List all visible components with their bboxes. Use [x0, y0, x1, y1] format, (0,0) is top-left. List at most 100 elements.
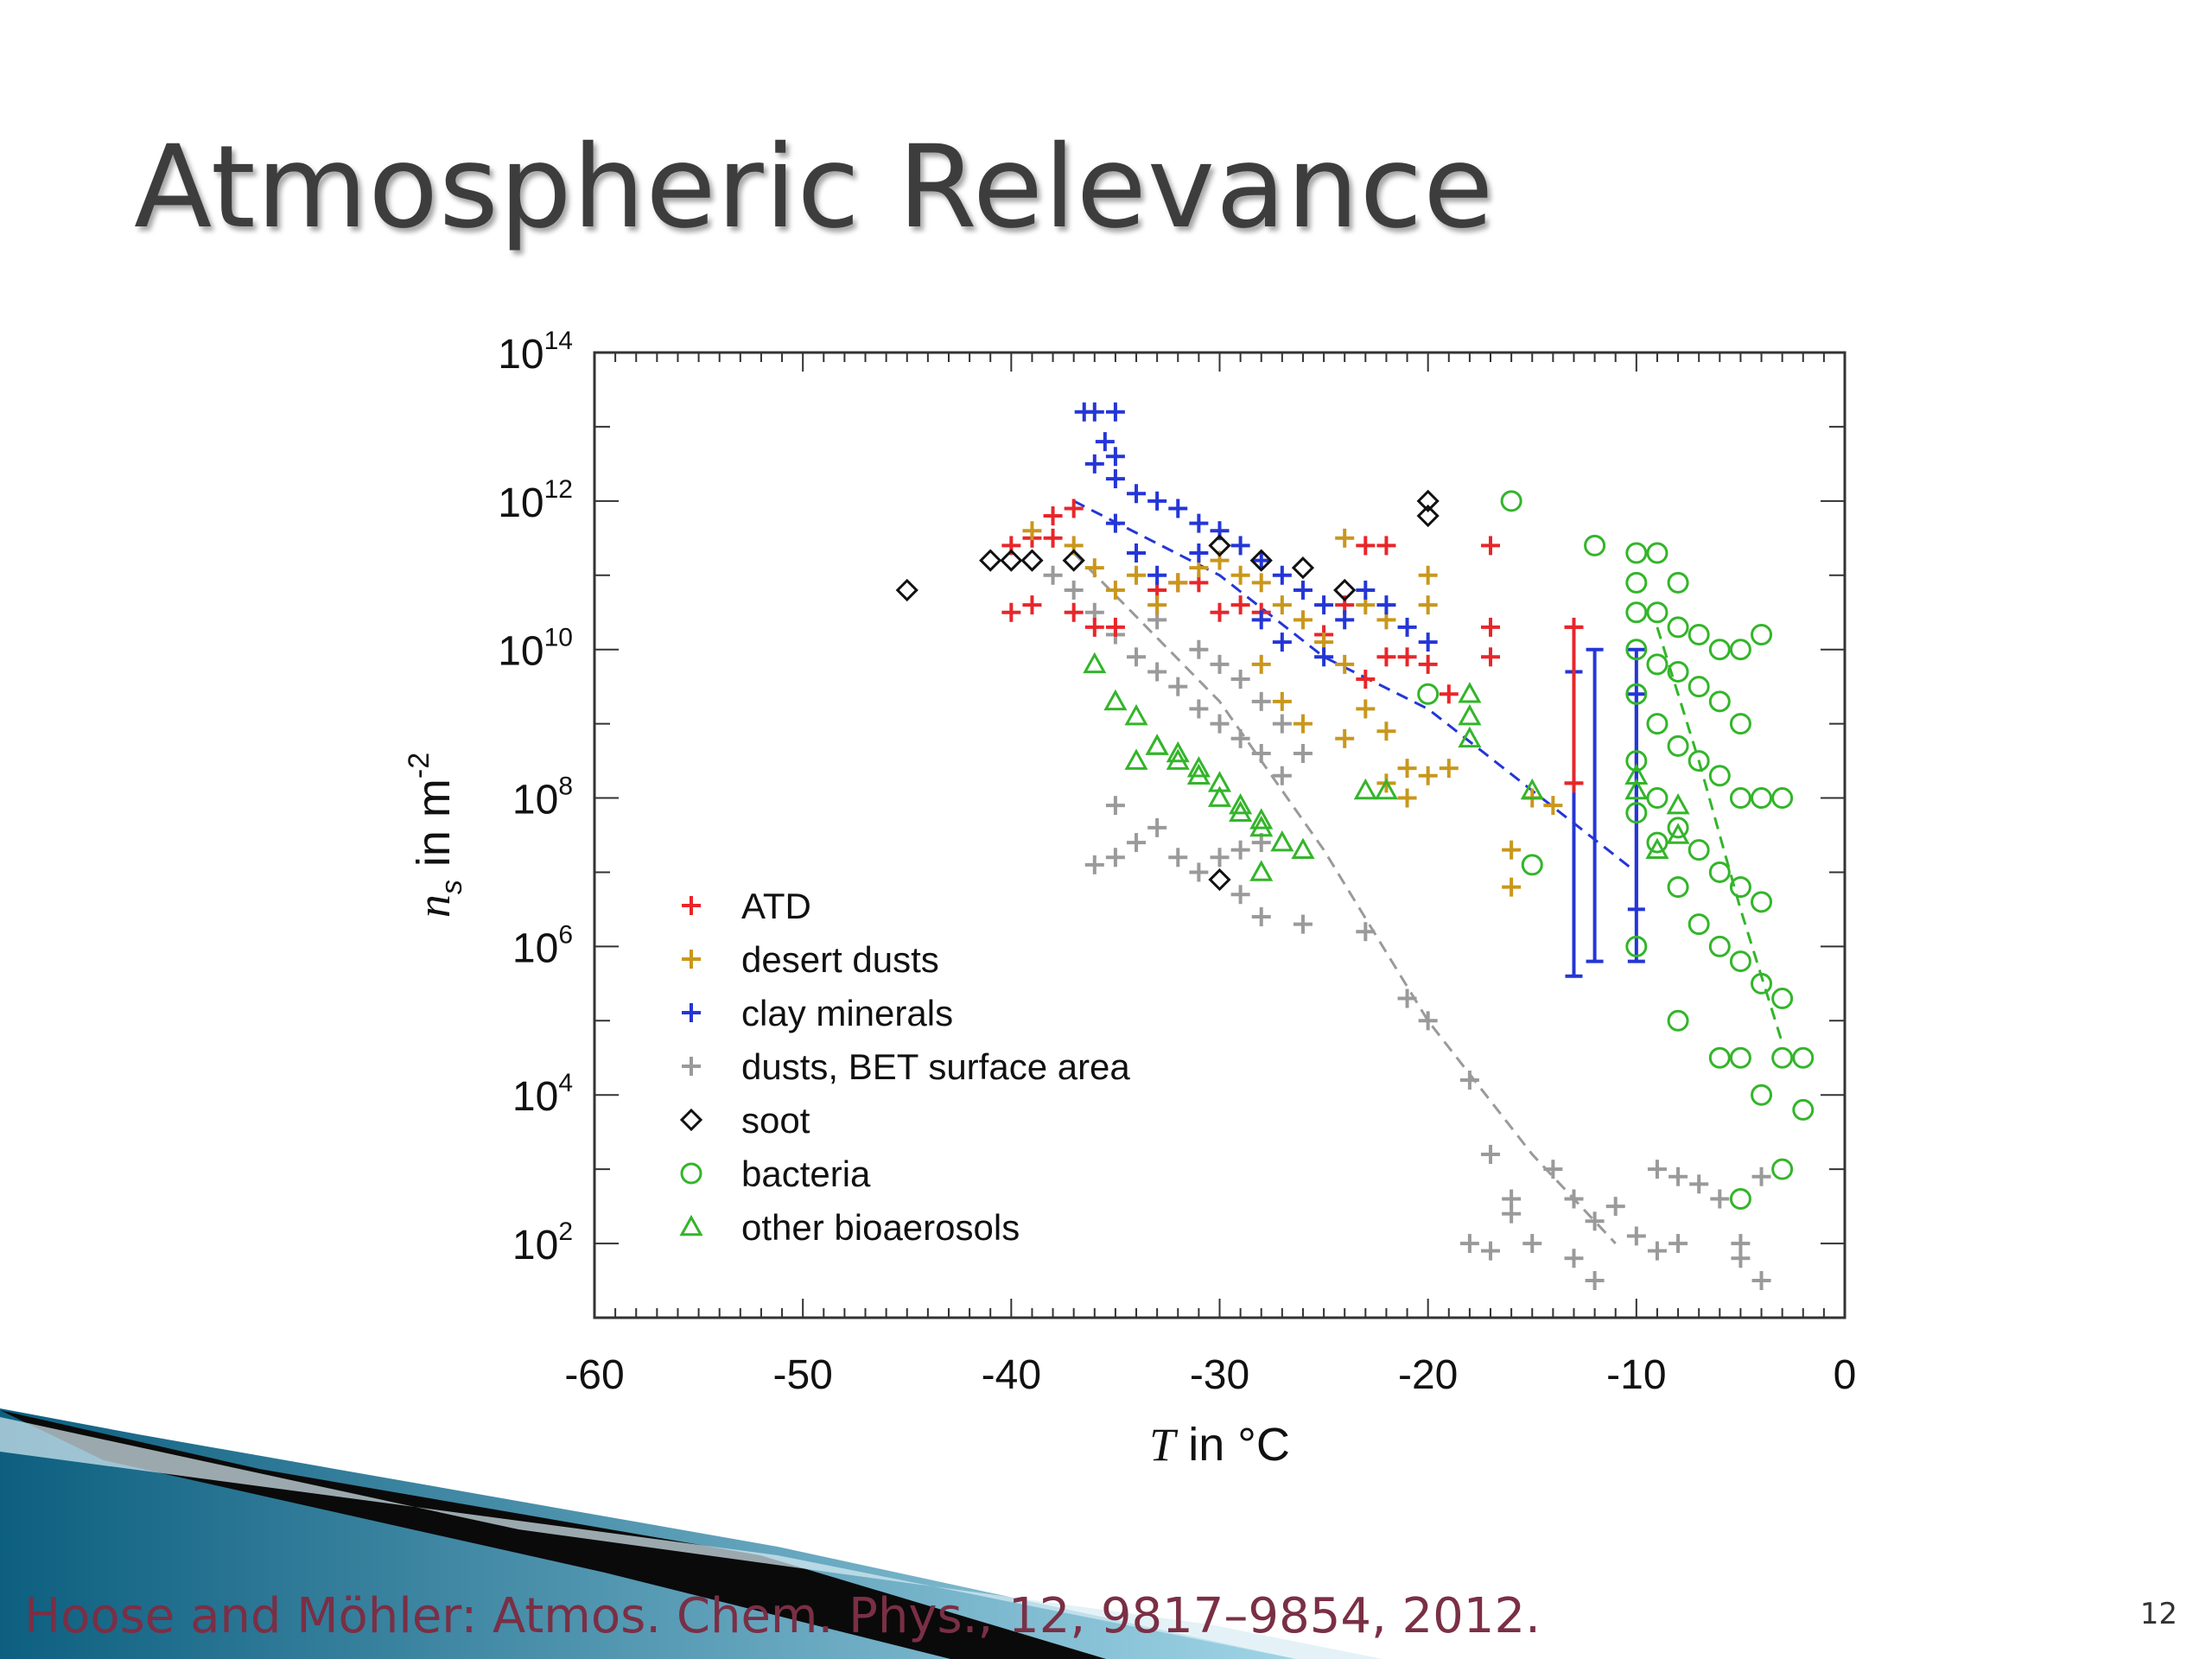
data-point	[1481, 1241, 1501, 1261]
data-point	[1418, 565, 1438, 585]
data-point	[1043, 506, 1063, 526]
data-point	[1291, 837, 1315, 859]
axis-labels: T in °C ns in m-2	[403, 753, 1290, 1471]
data-point	[1459, 1234, 1479, 1254]
data-point	[1646, 713, 1669, 735]
data-point	[1043, 528, 1063, 548]
data-point	[1291, 556, 1315, 580]
data-point	[1293, 580, 1313, 600]
data-point	[1207, 771, 1232, 792]
accent-band-blue	[0, 1408, 1296, 1659]
data-point	[1502, 840, 1522, 860]
data-point	[1272, 714, 1292, 734]
data-point	[1688, 913, 1710, 936]
data-point	[1708, 765, 1731, 787]
data-point	[1751, 624, 1773, 646]
data-point	[1333, 578, 1357, 602]
data-point	[1105, 469, 1125, 489]
y-axis-label: ns in m-2	[403, 753, 468, 918]
data-point	[1646, 653, 1669, 676]
data-point	[1416, 504, 1440, 528]
data-point	[1095, 432, 1115, 452]
data-point	[1020, 549, 1044, 572]
data-point	[1189, 862, 1209, 882]
data-point	[1646, 831, 1669, 854]
data-point	[1105, 796, 1125, 816]
data-point	[1397, 988, 1417, 1008]
data-point	[1270, 830, 1294, 852]
data-point	[1356, 922, 1376, 942]
data-point	[1064, 580, 1084, 600]
data-point	[1605, 1197, 1625, 1217]
data-point	[1708, 1046, 1731, 1069]
data-point	[1062, 549, 1085, 572]
legend-label: dusts, BET surface area	[741, 1046, 1130, 1087]
legend-marker	[682, 950, 701, 969]
legend-marker	[679, 1214, 703, 1236]
data-point	[1417, 683, 1440, 705]
data-point	[1688, 624, 1710, 646]
data-point	[1689, 1174, 1709, 1194]
data-point	[1208, 868, 1231, 892]
data-point	[1105, 447, 1125, 467]
data-point	[1688, 839, 1710, 861]
data-point	[1458, 682, 1482, 703]
data-point	[1127, 833, 1147, 853]
data-point	[1751, 1084, 1773, 1106]
accent-band-black	[0, 1410, 1106, 1659]
x-tick-label: -30	[1190, 1352, 1249, 1398]
data-point	[1230, 565, 1250, 585]
data-point	[895, 578, 918, 602]
data-point	[1147, 565, 1167, 585]
data-point	[1731, 1249, 1751, 1268]
data-point	[1646, 787, 1669, 810]
data-point	[1439, 684, 1459, 704]
data-point	[1792, 1098, 1815, 1121]
data-point	[1564, 1189, 1584, 1209]
data-point	[1229, 793, 1253, 815]
data-point	[1647, 1241, 1667, 1261]
data-point	[1792, 1046, 1815, 1069]
citation: Hoose and Möhler: Atmos. Chem. Phys., 12…	[24, 1588, 1541, 1644]
legend-marker	[682, 1057, 701, 1076]
data-point	[1249, 549, 1273, 572]
data-point	[1251, 610, 1271, 630]
data-point	[1481, 536, 1501, 556]
data-point	[1189, 699, 1209, 719]
data-point	[1147, 491, 1167, 511]
legend: ATD desert dusts clay minerals dusts, BET s…	[679, 886, 1130, 1248]
data-point	[1751, 891, 1773, 913]
data-point	[1625, 935, 1648, 957]
data-point	[1272, 595, 1292, 615]
y-tick-label: 108	[512, 772, 573, 823]
data-point	[1481, 647, 1501, 667]
data-point	[1335, 610, 1355, 630]
data-point	[1771, 988, 1794, 1010]
data-point	[1502, 1204, 1522, 1224]
data-point	[1397, 647, 1417, 667]
x-tick-label: 0	[1834, 1352, 1857, 1398]
data-point	[1230, 728, 1250, 748]
data-point	[1210, 848, 1230, 868]
data-point	[1251, 573, 1271, 593]
data-point	[1084, 454, 1104, 474]
data-point	[1729, 950, 1751, 973]
data-point	[1667, 817, 1689, 839]
data-point	[1353, 778, 1377, 800]
data-point	[1667, 571, 1689, 594]
axes: -60 -50 -40 -30 -20 -10 0 102 104 106 108 1010 1012 1…	[498, 327, 1856, 1398]
x-tick-label: -50	[772, 1352, 832, 1398]
data-point	[1625, 683, 1648, 705]
data-point	[1272, 766, 1292, 785]
data-point	[1189, 639, 1209, 659]
data-point	[1272, 565, 1292, 585]
data-point	[1397, 617, 1417, 637]
page-number: 12	[2139, 1597, 2177, 1631]
x-axis-label: T in °C	[1149, 1419, 1290, 1471]
data-point	[1084, 855, 1104, 874]
data-point	[1001, 602, 1021, 622]
slide-title: Atmospheric Relevance	[134, 121, 1495, 254]
data-point	[1418, 654, 1438, 674]
y-tick-label: 104	[512, 1069, 573, 1120]
